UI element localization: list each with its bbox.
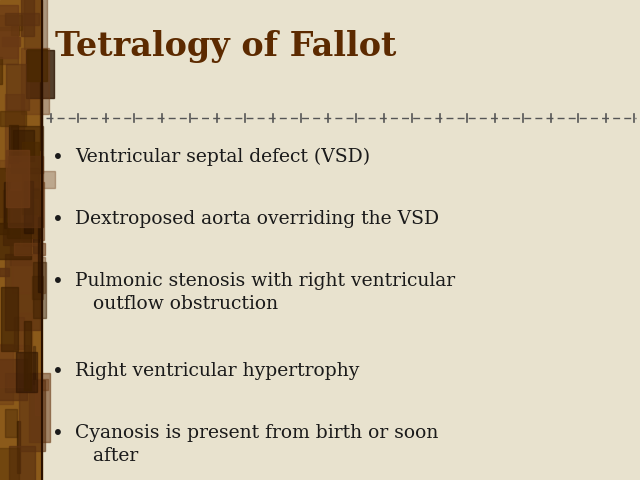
Text: Tetralogy of Fallot: Tetralogy of Fallot xyxy=(55,30,396,63)
Bar xyxy=(0,268,10,276)
Bar xyxy=(21,48,49,114)
Text: •: • xyxy=(52,424,64,443)
Bar xyxy=(19,380,45,451)
Bar xyxy=(0,15,22,30)
Bar xyxy=(6,150,29,207)
Bar xyxy=(0,27,19,64)
Bar xyxy=(0,360,27,400)
Bar xyxy=(40,82,42,150)
Bar xyxy=(26,50,54,98)
Bar xyxy=(12,257,45,293)
Bar xyxy=(12,182,44,240)
Text: Ventricular septal defect (VSD): Ventricular septal defect (VSD) xyxy=(75,148,370,166)
Text: Cyanosis is present from birth or soon
   after: Cyanosis is present from birth or soon a… xyxy=(75,424,438,465)
Text: •: • xyxy=(52,210,64,229)
Bar xyxy=(8,156,43,227)
Text: •: • xyxy=(52,362,64,381)
Bar xyxy=(0,57,2,84)
Text: •: • xyxy=(52,272,64,291)
Bar xyxy=(5,254,40,330)
Text: Dextroposed aorta overriding the VSD: Dextroposed aorta overriding the VSD xyxy=(75,210,439,228)
Bar xyxy=(2,37,20,46)
Bar xyxy=(5,13,38,24)
Bar xyxy=(13,317,24,348)
Bar xyxy=(4,94,24,171)
Bar xyxy=(4,409,17,437)
Bar xyxy=(32,276,43,299)
Bar xyxy=(11,125,43,173)
Bar xyxy=(23,203,33,246)
Bar xyxy=(20,313,32,373)
Bar xyxy=(0,5,19,58)
Bar xyxy=(6,64,29,110)
Bar xyxy=(0,111,26,126)
Bar xyxy=(11,26,19,36)
Bar xyxy=(1,287,19,351)
Bar xyxy=(24,321,31,390)
Bar xyxy=(8,191,41,238)
Bar xyxy=(21,0,34,36)
Bar xyxy=(17,352,37,393)
Bar xyxy=(22,143,38,214)
Text: Pulmonic stenosis with right ventricular
   outflow obstruction: Pulmonic stenosis with right ventricular… xyxy=(75,272,455,313)
Bar xyxy=(29,373,50,442)
Text: •: • xyxy=(52,148,64,167)
Bar xyxy=(0,223,31,259)
Bar xyxy=(8,446,35,480)
Bar xyxy=(0,448,19,480)
Bar xyxy=(3,190,19,245)
Bar xyxy=(33,262,46,318)
Bar xyxy=(14,243,45,255)
Bar xyxy=(17,421,20,473)
Bar xyxy=(13,131,34,161)
Text: Right ventricular hypertrophy: Right ventricular hypertrophy xyxy=(75,362,360,380)
Bar xyxy=(24,0,47,49)
Bar xyxy=(24,181,33,233)
Bar xyxy=(35,380,42,415)
Bar xyxy=(38,217,42,292)
Bar xyxy=(27,49,47,82)
Bar xyxy=(4,373,35,392)
Bar xyxy=(10,189,31,265)
Bar xyxy=(0,344,13,405)
Bar xyxy=(0,0,42,480)
Bar xyxy=(9,125,18,163)
Bar xyxy=(33,188,39,253)
Bar xyxy=(26,171,56,188)
Bar xyxy=(0,346,29,387)
Bar xyxy=(4,182,31,228)
Bar xyxy=(0,160,28,217)
Bar xyxy=(0,168,38,234)
Bar xyxy=(33,346,35,384)
Bar xyxy=(8,379,47,390)
Bar xyxy=(20,199,38,245)
